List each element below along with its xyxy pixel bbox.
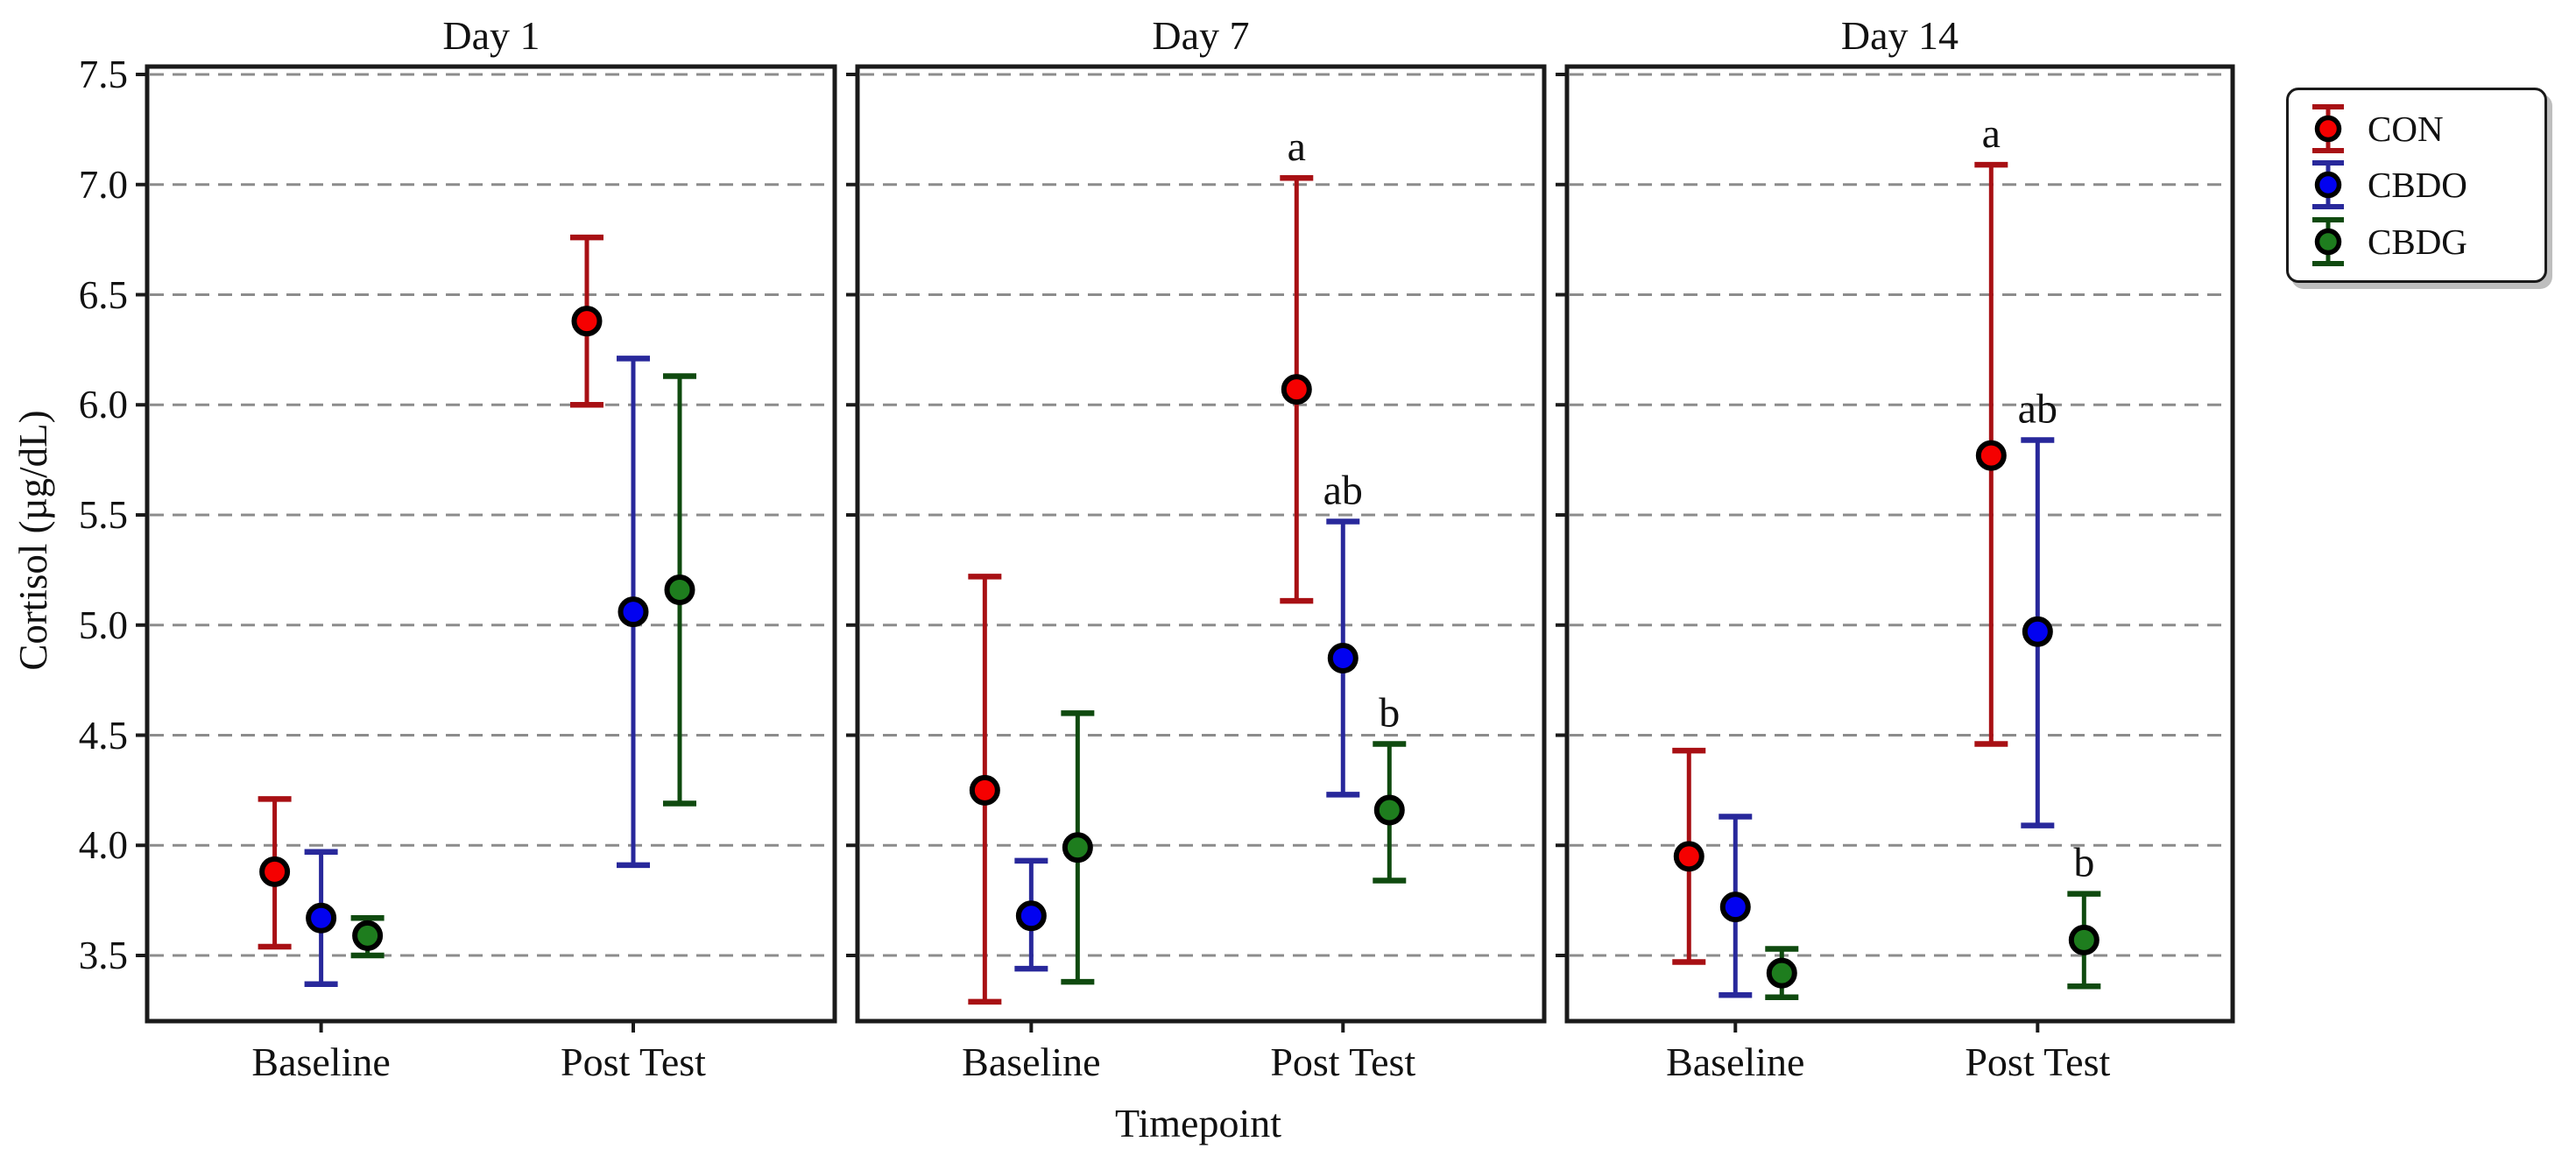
significance-letter: ab [2018, 385, 2057, 432]
x-axis-label: Timepoint [1114, 1101, 1282, 1145]
y-tick-label: 4.0 [78, 823, 128, 868]
x-tick-label: Post Test [1965, 1040, 2111, 1084]
significance-letter: b [1379, 690, 1400, 737]
marker-CON-Day 1-Post Test [571, 306, 603, 337]
marker-CBDG-Day 7-Post Test [1373, 794, 1405, 826]
legend-item-cbdo: CBDO [2308, 158, 2544, 212]
legend-label-cbdg: CBDG [2368, 221, 2467, 262]
legend-item-con: CON [2308, 102, 2544, 156]
marker-CBDO-Day 1-Baseline [306, 902, 337, 934]
y-tick-label: 7.5 [78, 53, 128, 96]
marker-CBDO-Day 7-Post Test [1327, 642, 1359, 673]
marker-CON-Day 14-Baseline [1673, 841, 1704, 872]
x-tick-label: Baseline [962, 1040, 1101, 1084]
x-tick-label: Baseline [1666, 1040, 1805, 1084]
panel-frame [1564, 64, 2235, 1024]
marker-CON-Day 14-Post Test [1975, 440, 2007, 471]
marker-CBDO-Day 14-Post Test [2022, 616, 2053, 647]
panel-title-day-7: Day 7 [1152, 13, 1250, 58]
marker-CON-Day 1-Baseline [259, 856, 291, 887]
marker-CON-Day 7-Post Test [1281, 374, 1312, 405]
panel-frame [855, 64, 1547, 1024]
x-tick-label: Post Test [561, 1040, 706, 1084]
marker-CBDO-Day 14-Baseline [1719, 892, 1751, 923]
x-tick-label: Baseline [251, 1040, 391, 1084]
y-tick-label: 6.5 [78, 272, 128, 317]
panel-frame [145, 64, 837, 1024]
y-tick-label: 5.0 [78, 603, 128, 647]
marker-CBDG-Day 1-Baseline [352, 920, 384, 951]
legend-label-con: CON [2368, 109, 2444, 150]
marker-CBDG-Day 14-Baseline [1766, 957, 1797, 989]
marker-CBDO-Day 7-Baseline [1015, 900, 1047, 932]
significance-letter: a [1982, 110, 2001, 157]
panel-title-day-1: Day 1 [442, 13, 540, 58]
x-tick-label: Post Test [1270, 1040, 1416, 1084]
significance-letter: a [1288, 123, 1306, 170]
y-tick-label: 7.0 [78, 162, 128, 207]
marker-CON-Day 7-Baseline [969, 774, 1000, 806]
panel-title-day-14: Day 14 [1840, 13, 1959, 58]
y-tick-label: 3.5 [78, 934, 128, 977]
marker-CBDG-Day 7-Baseline [1062, 832, 1093, 863]
y-tick-label: 4.5 [78, 713, 128, 758]
legend: CON CBDO CBDG [2286, 88, 2547, 283]
y-tick-label: 6.0 [78, 383, 128, 427]
marker-CBDO-Day 1-Post Test [618, 596, 649, 628]
errorbar-marker-icon [2312, 160, 2344, 210]
y-tick-label: 5.5 [78, 493, 128, 537]
legend-label-cbdo: CBDO [2368, 165, 2467, 206]
marker-CBDG-Day 14-Post Test [2068, 924, 2100, 955]
errorbar-marker-icon [2312, 104, 2344, 154]
significance-letter: b [2073, 840, 2094, 886]
significance-letter: ab [1323, 468, 1363, 514]
marker-CBDG-Day 1-Post Test [664, 574, 695, 606]
errorbar-marker-icon [2312, 216, 2344, 266]
legend-item-cbdg: CBDG [2308, 215, 2544, 269]
